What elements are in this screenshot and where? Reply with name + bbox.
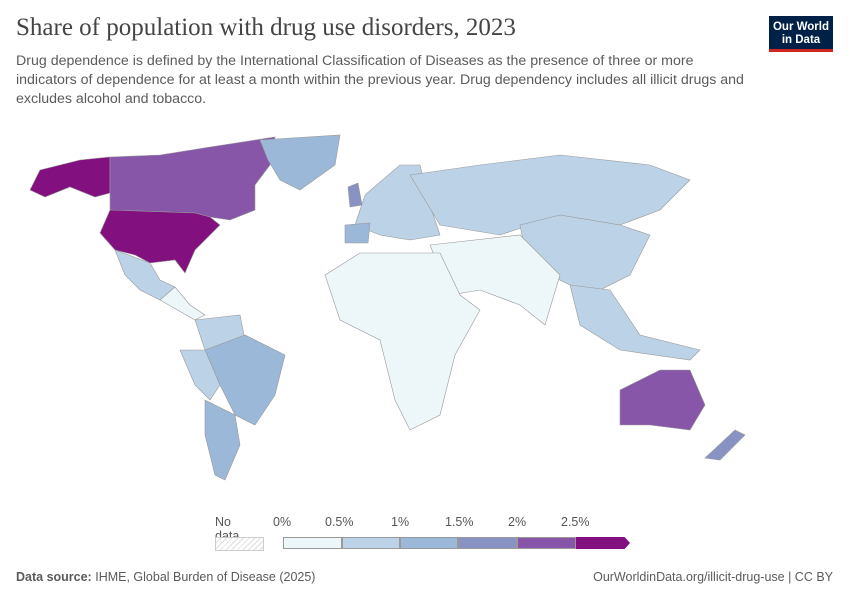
logo-line1: Our World xyxy=(772,21,829,33)
chart-title: Share of population with drug use disord… xyxy=(16,14,516,41)
region-russia-central-asia[interactable] xyxy=(409,154,691,236)
legend-tick: 0.5% xyxy=(325,515,354,529)
region-africa[interactable] xyxy=(324,252,481,431)
chart-subtitle: Drug dependence is defined by the Intern… xyxy=(16,53,744,107)
legend-tick: 0% xyxy=(273,515,292,529)
region-southeast-asia[interactable] xyxy=(569,284,701,361)
region-greenland[interactable] xyxy=(259,134,341,191)
legend-bin-3[interactable] xyxy=(458,537,517,549)
logo-line2: in Data xyxy=(781,34,821,46)
region-central-america[interactable] xyxy=(159,286,206,321)
region-uk[interactable] xyxy=(347,182,363,208)
owid-logo[interactable]: Our World in Data xyxy=(769,16,833,52)
legend-bin-2[interactable] xyxy=(400,537,458,549)
source-label: Data source: xyxy=(16,570,92,584)
legend-tick: 1% xyxy=(391,515,410,529)
legend-tick: 2% xyxy=(508,515,527,529)
legend-bin-5[interactable] xyxy=(576,537,630,549)
legend-bin-4[interactable] xyxy=(517,537,576,549)
legend-bin-0[interactable] xyxy=(283,537,342,549)
legend-bin-1[interactable] xyxy=(342,537,400,549)
world-map xyxy=(29,134,746,481)
source-text: IHME, Global Burden of Disease (2025) xyxy=(95,570,316,584)
region-peru-bolivia[interactable] xyxy=(179,349,221,401)
region-canada[interactable] xyxy=(109,136,276,221)
region-brazil[interactable] xyxy=(204,334,286,426)
data-source: Data source: IHME, Global Burden of Dise… xyxy=(16,570,315,584)
legend-tick: 2.5% xyxy=(561,515,590,529)
region-spain[interactable] xyxy=(344,222,371,244)
region-argentina-chile[interactable] xyxy=(204,399,241,481)
legend-no-data-swatch xyxy=(215,537,264,551)
region-new-zealand[interactable] xyxy=(704,429,746,461)
legend-tick: 1.5% xyxy=(445,515,474,529)
region-australia[interactable] xyxy=(619,369,706,431)
region-usa[interactable] xyxy=(99,209,221,274)
region-alaska-usa[interactable] xyxy=(29,156,111,198)
source-url[interactable]: OurWorldinData.org/illicit-drug-use | CC… xyxy=(593,570,833,584)
